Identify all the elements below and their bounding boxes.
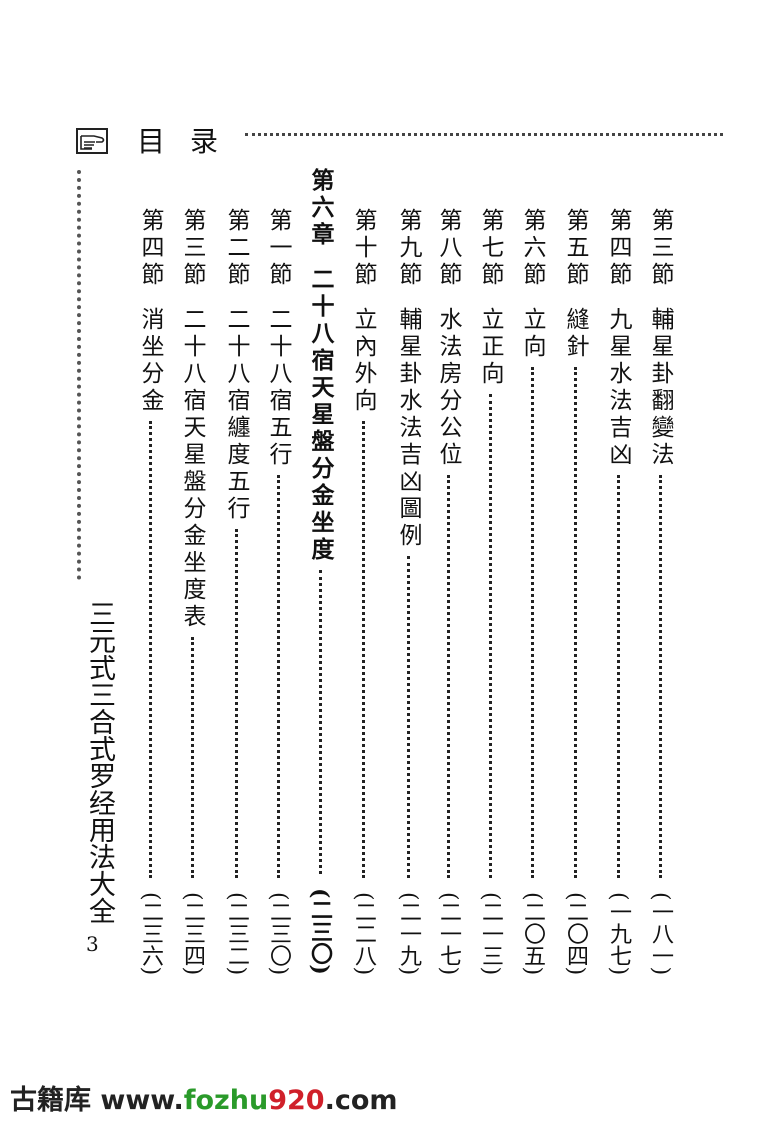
entry-page: (二〇四): [563, 891, 588, 975]
dot-leader: [530, 367, 534, 878]
entry-title: 二十八宿天星盤分金坐度表: [179, 307, 205, 631]
watermark-green: fozhu: [183, 1085, 269, 1116]
entry-page: (二二八): [351, 891, 376, 975]
entry-label: 第五節: [562, 208, 588, 289]
entry-page: (二一七): [436, 891, 461, 975]
entry-label: 第二節: [223, 208, 249, 289]
entry-title: 消坐分金: [137, 307, 163, 415]
toc-entry: 第九節輔星卦水法吉凶圖例 (二一九): [391, 208, 425, 975]
page-number: 3: [86, 932, 99, 956]
entry-title: 立向: [519, 307, 545, 361]
entry-title: 立正向: [477, 307, 503, 388]
watermark-prefix: 古籍库 www.: [10, 1085, 184, 1116]
entry-page: (二〇五): [520, 891, 545, 975]
entry-label: 第六節: [519, 208, 545, 289]
toc-entry: 第十節立內外向 (二二八): [346, 208, 380, 975]
toc-entry: 第六節立向 (二〇五): [515, 208, 549, 975]
entry-title: 水法房分公位: [435, 307, 461, 469]
dot-leader: [658, 475, 662, 878]
entry-title: 輔星卦水法吉凶圖例: [395, 307, 421, 550]
entry-label: 第三節: [647, 208, 673, 289]
heading-char-2: 录: [190, 125, 219, 158]
entry-title: 二十八宿纏度五行: [223, 307, 249, 523]
book-title: 三元式三合式罗经用法大全: [84, 600, 115, 924]
toc-entry: 第五節縫針 (二〇四): [558, 208, 592, 975]
dot-leader: [616, 475, 620, 878]
toc-chapter: 第六章二十八宿天星盤分金坐度 (二三〇): [303, 168, 337, 975]
entry-label: 第一節: [265, 208, 291, 289]
toc-entry: 第七節立正向 (二一三): [473, 208, 507, 975]
entry-page: (二三六): [138, 891, 163, 975]
pointing-hand-icon: [76, 128, 108, 154]
entry-page: (二三〇): [266, 891, 291, 975]
entry-page: (二一三): [478, 891, 503, 975]
side-divider: [77, 170, 81, 580]
dot-leader: [190, 637, 194, 878]
entry-title: 輔星卦翻變法: [647, 307, 673, 469]
toc-entry: 第三節二十八宿天星盤分金坐度表 (二三四): [175, 208, 209, 975]
dot-leader: [361, 421, 365, 878]
entry-label: 第四節: [605, 208, 631, 289]
entry-label: 第三節: [179, 208, 205, 289]
header-divider: [245, 133, 723, 136]
dot-leader: [488, 394, 492, 878]
entry-title: 二十八宿天星盤分金坐度: [307, 267, 334, 564]
entry-page: (二三二): [224, 891, 249, 975]
dot-leader: [234, 529, 238, 878]
entry-label: 第八節: [435, 208, 461, 289]
entry-title: 立內外向: [350, 307, 376, 415]
entry-label: 第九節: [395, 208, 421, 289]
entry-page: (一八一): [648, 891, 673, 975]
toc-entry: 第八節水法房分公位 (二一七): [431, 208, 465, 975]
watermark-suffix: .com: [324, 1085, 398, 1116]
watermark-red: 920: [268, 1085, 325, 1116]
entry-label: 第七節: [477, 208, 503, 289]
entry-title: 九星水法吉凶: [605, 307, 631, 469]
watermark: 古籍库 www.fozhu920.com: [10, 1078, 398, 1117]
entry-page: (二三四): [180, 891, 205, 975]
entry-title: 二十八宿五行: [265, 307, 291, 469]
dot-leader: [276, 475, 280, 878]
entry-label: 第十節: [350, 208, 376, 289]
toc-entry: 第二節二十八宿纏度五行 (二三二): [219, 208, 253, 975]
entry-label: 第四節: [137, 208, 163, 289]
dot-leader: [148, 421, 152, 878]
dot-leader: [318, 570, 322, 875]
entry-page: (二三〇): [307, 888, 333, 975]
heading-char-1: 目: [137, 125, 166, 158]
dot-leader: [406, 556, 410, 878]
toc-entry: 第三節輔星卦翻變法 (一八一): [643, 208, 677, 975]
dot-leader: [446, 475, 450, 878]
entry-page: (一九七): [606, 891, 631, 975]
toc-entry: 第四節九星水法吉凶 (一九七): [601, 208, 635, 975]
dot-leader: [573, 367, 577, 878]
entry-title: 縫針: [562, 307, 588, 361]
entry-page: (二一九): [396, 891, 421, 975]
toc-entry: 第一節二十八宿五行 (二三〇): [261, 208, 295, 975]
toc-entry: 第四節消坐分金 (二三六): [133, 208, 167, 975]
entry-label: 第六章: [307, 168, 334, 249]
